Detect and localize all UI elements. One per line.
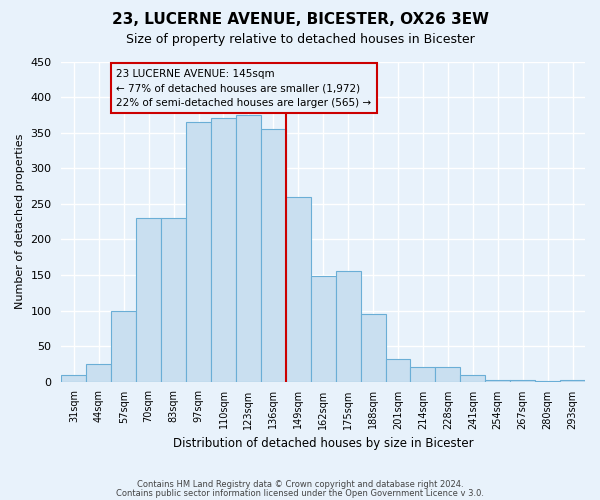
Bar (261, 129, 286, 382)
Bar (211, 118, 236, 382)
Bar (361, 314, 386, 382)
Bar (136, 218, 161, 382)
Bar (61, 374, 86, 382)
Bar (286, 196, 311, 382)
X-axis label: Distribution of detached houses by size in Bicester: Distribution of detached houses by size … (173, 437, 473, 450)
Text: 23, LUCERNE AVENUE, BICESTER, OX26 3EW: 23, LUCERNE AVENUE, BICESTER, OX26 3EW (112, 12, 488, 28)
Bar (311, 276, 335, 382)
Bar (410, 368, 436, 382)
Y-axis label: Number of detached properties: Number of detached properties (15, 134, 25, 310)
Bar (386, 359, 410, 382)
Text: Size of property relative to detached houses in Bicester: Size of property relative to detached ho… (125, 32, 475, 46)
Bar (510, 380, 535, 382)
Bar (560, 380, 585, 382)
Bar (436, 368, 460, 382)
Bar (460, 374, 485, 382)
Text: 23 LUCERNE AVENUE: 145sqm
← 77% of detached houses are smaller (1,972)
22% of se: 23 LUCERNE AVENUE: 145sqm ← 77% of detac… (116, 68, 371, 108)
Bar (335, 272, 361, 382)
Text: Contains HM Land Registry data © Crown copyright and database right 2024.: Contains HM Land Registry data © Crown c… (137, 480, 463, 489)
Bar (86, 364, 111, 382)
Bar (186, 122, 211, 382)
Bar (535, 381, 560, 382)
Bar (161, 218, 186, 382)
Bar (485, 380, 510, 382)
Bar (236, 115, 261, 382)
Bar (111, 310, 136, 382)
Text: Contains public sector information licensed under the Open Government Licence v : Contains public sector information licen… (116, 488, 484, 498)
